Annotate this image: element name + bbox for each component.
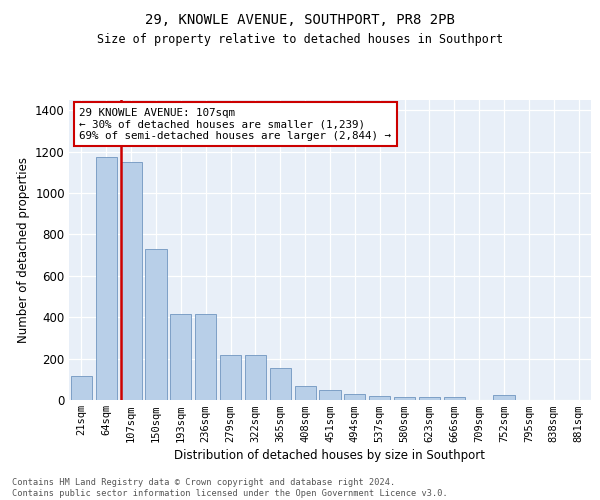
Y-axis label: Number of detached properties: Number of detached properties xyxy=(17,157,29,343)
Bar xyxy=(419,397,440,400)
Bar xyxy=(493,396,515,400)
Bar xyxy=(295,386,316,400)
Bar xyxy=(394,397,415,400)
Bar xyxy=(71,376,92,400)
Bar xyxy=(121,162,142,400)
Bar xyxy=(96,157,117,400)
Bar xyxy=(170,314,191,400)
Bar xyxy=(145,249,167,400)
X-axis label: Distribution of detached houses by size in Southport: Distribution of detached houses by size … xyxy=(175,448,485,462)
Bar xyxy=(195,314,216,400)
Text: 29, KNOWLE AVENUE, SOUTHPORT, PR8 2PB: 29, KNOWLE AVENUE, SOUTHPORT, PR8 2PB xyxy=(145,12,455,26)
Text: 29 KNOWLE AVENUE: 107sqm
← 30% of detached houses are smaller (1,239)
69% of sem: 29 KNOWLE AVENUE: 107sqm ← 30% of detach… xyxy=(79,108,391,140)
Bar xyxy=(444,397,465,400)
Bar xyxy=(245,355,266,400)
Bar xyxy=(319,390,341,400)
Bar xyxy=(220,355,241,400)
Text: Contains HM Land Registry data © Crown copyright and database right 2024.
Contai: Contains HM Land Registry data © Crown c… xyxy=(12,478,448,498)
Bar xyxy=(270,368,291,400)
Bar xyxy=(369,396,390,400)
Text: Size of property relative to detached houses in Southport: Size of property relative to detached ho… xyxy=(97,32,503,46)
Bar xyxy=(344,394,365,400)
